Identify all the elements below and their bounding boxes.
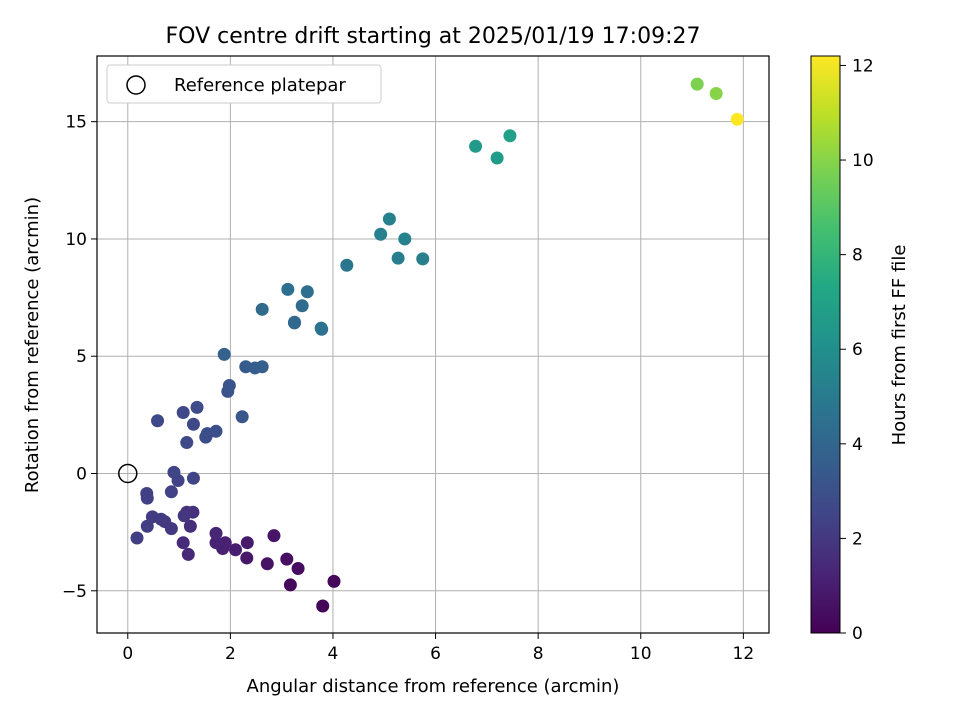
scatter-point	[730, 112, 744, 126]
scatter-point	[382, 212, 396, 226]
scatter-point	[280, 552, 294, 566]
scatter-point	[314, 321, 328, 335]
grid-lines	[97, 56, 769, 633]
scatter-point	[151, 414, 165, 428]
x-tick-label: 12	[733, 644, 755, 664]
scatter-point	[283, 578, 297, 592]
legend: Reference platepar	[106, 64, 382, 104]
scatter-point	[503, 129, 517, 143]
legend-marker	[126, 75, 146, 95]
scatter-point	[190, 400, 204, 414]
scatter-point	[240, 536, 254, 550]
x-tick-label: 8	[533, 644, 544, 664]
colorbar: 0 2 4 6 8 10 12 Hours from first FF file	[810, 55, 910, 644]
scatter-point	[374, 227, 388, 241]
y-tick-label: 5	[76, 347, 87, 367]
scatter-point	[469, 139, 483, 153]
legend-box	[106, 64, 382, 104]
data-points	[130, 77, 744, 613]
y-axis: −5 0 5 10 15	[62, 113, 97, 602]
scatter-point	[690, 77, 704, 91]
scatter-point	[490, 151, 504, 165]
scatter-point	[291, 561, 305, 575]
x-tick-label: 6	[430, 644, 441, 664]
scatter-point	[709, 87, 723, 101]
scatter-point	[217, 347, 231, 361]
scatter-point	[140, 519, 154, 533]
scatter-point	[177, 509, 191, 523]
scatter-point	[186, 471, 200, 485]
scatter-point	[255, 360, 269, 374]
colorbar-tick-label: 4	[852, 435, 863, 455]
scatter-point	[181, 547, 195, 561]
scatter-point	[222, 379, 236, 393]
colorbar-tick-label: 0	[852, 624, 863, 644]
scatter-point	[295, 299, 309, 313]
scatter-point	[316, 599, 330, 613]
scatter-point	[416, 252, 430, 266]
colorbar-tick-label: 6	[852, 340, 863, 360]
scatter-point	[391, 251, 405, 265]
chart-title: FOV centre drift starting at 2025/01/19 …	[166, 24, 701, 49]
scatter-point	[327, 574, 341, 588]
scatter-point	[167, 465, 181, 479]
y-tick-label: −5	[62, 582, 87, 602]
x-tick-label: 10	[630, 644, 652, 664]
x-tick-label: 0	[122, 644, 133, 664]
scatter-point	[130, 531, 144, 545]
colorbar-label: Hours from first FF file	[889, 245, 910, 446]
scatter-point	[300, 285, 314, 299]
scatter-point	[176, 536, 190, 550]
scatter-point	[180, 436, 194, 450]
x-axis-label: Angular distance from reference (arcmin)	[247, 676, 620, 697]
scatter-point	[240, 551, 254, 565]
reference-point	[118, 463, 138, 484]
scatter-point	[267, 529, 281, 543]
scatter-point	[140, 486, 154, 500]
colorbar-ticks: 0 2 4 6 8 10 12	[840, 56, 874, 644]
x-axis: 0 2 4 6 8 10 12	[122, 633, 754, 664]
x-tick-label: 2	[225, 644, 236, 664]
scatter-point	[281, 282, 295, 296]
y-tick-label: 10	[65, 230, 87, 250]
scatter-point	[255, 302, 269, 316]
scatter-point	[176, 406, 190, 420]
scatter-point	[398, 232, 412, 246]
y-axis-label: Rotation from reference (arcmin)	[22, 197, 43, 493]
x-tick-label: 4	[328, 644, 339, 664]
scatter-point	[229, 543, 243, 557]
scatter-point	[287, 315, 301, 329]
scatter-point	[209, 424, 223, 438]
scatter-point	[164, 485, 178, 499]
colorbar-tick-label: 8	[852, 246, 863, 266]
scatter-point	[235, 410, 249, 424]
scatter-point	[260, 557, 274, 571]
scatter-point	[209, 526, 223, 540]
scatter-point	[209, 536, 223, 550]
scatter-point	[340, 258, 354, 272]
y-tick-label: 15	[65, 113, 87, 133]
legend-label: Reference platepar	[174, 75, 346, 96]
colorbar-tick-label: 2	[852, 529, 863, 549]
colorbar-gradient	[810, 55, 841, 634]
scatter-point	[186, 417, 200, 431]
scatter-point	[218, 536, 232, 550]
y-tick-label: 0	[76, 465, 87, 485]
scatter-point	[183, 519, 197, 533]
colorbar-tick-label: 10	[852, 151, 874, 171]
colorbar-tick-label: 12	[852, 56, 874, 76]
plot-frame	[96, 55, 770, 634]
